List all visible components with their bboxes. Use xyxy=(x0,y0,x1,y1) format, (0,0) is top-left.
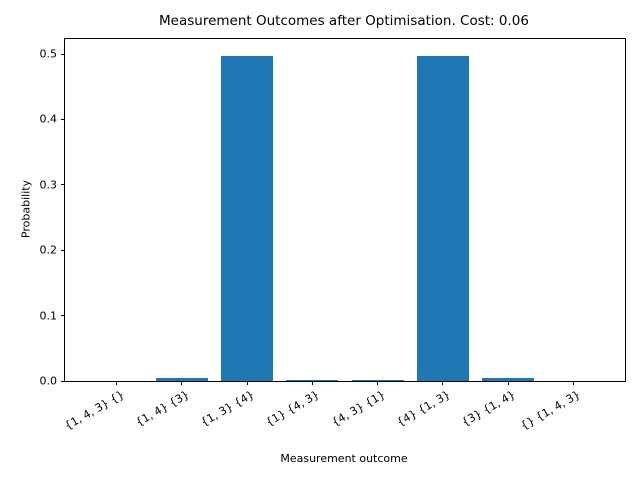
x-axis-label: Measurement outcome xyxy=(280,452,408,465)
x-tick-label: {3} {1, 4} xyxy=(459,388,518,430)
x-tick-mark xyxy=(246,381,248,385)
x-tick-mark xyxy=(507,381,509,385)
y-tick-mark xyxy=(61,315,65,317)
bar xyxy=(351,379,404,381)
chart-title: Measurement Outcomes after Optimisation.… xyxy=(159,13,529,29)
bar xyxy=(482,378,535,381)
y-tick-label: 0.3 xyxy=(39,178,58,192)
y-tick-label: 0.4 xyxy=(39,112,58,126)
bar xyxy=(286,379,339,381)
x-tick-mark xyxy=(377,381,379,385)
y-tick-mark xyxy=(61,249,65,251)
bar xyxy=(220,56,274,381)
x-tick-mark xyxy=(572,381,574,385)
y-tick-label: 0.2 xyxy=(39,243,58,257)
y-tick-mark xyxy=(61,380,65,382)
x-tick-mark xyxy=(442,381,444,385)
bar xyxy=(155,378,208,381)
x-tick-label: {1} {4, 3} xyxy=(263,388,322,430)
plot-area: 0.0 0.1 0.2 0.3 0.4 0.5 {1, 4, 3} {} {1, 4} {3… xyxy=(40,38,626,433)
x-tick-mark xyxy=(116,381,118,385)
y-tick-mark xyxy=(61,53,65,55)
bar xyxy=(416,56,469,381)
y-tick-label: 0.0 xyxy=(39,374,58,388)
x-tick-label: {4, 3} {1} xyxy=(329,388,388,430)
x-tick-label: {1, 4} {3} xyxy=(133,388,192,430)
x-tick-mark xyxy=(181,381,183,385)
x-tick-label: {1, 4, 3} {} xyxy=(61,388,127,433)
y-tick-label: 0.5 xyxy=(39,47,58,61)
y-tick-mark xyxy=(61,118,65,120)
y-axis-label: Probability xyxy=(19,179,33,239)
y-tick-label: 0.1 xyxy=(39,309,58,323)
x-tick-label: {} {1, 4, 3} xyxy=(518,388,583,433)
x-tick-label: {4} {1, 3} xyxy=(394,388,453,430)
y-tick-mark xyxy=(61,184,65,186)
x-tick-label: {1, 3} {4} xyxy=(198,388,257,430)
x-tick-mark xyxy=(311,381,313,385)
